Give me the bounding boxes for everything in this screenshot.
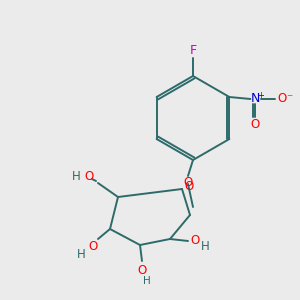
Text: O: O — [88, 241, 98, 254]
Text: O: O — [183, 176, 193, 188]
Text: +: + — [257, 91, 264, 100]
Text: H: H — [143, 276, 151, 286]
Text: O: O — [278, 92, 287, 106]
Text: ⁻: ⁻ — [286, 92, 292, 106]
Text: O: O — [84, 170, 94, 184]
Text: F: F — [189, 44, 197, 56]
Text: H: H — [72, 170, 81, 184]
Text: O: O — [251, 118, 260, 131]
Text: O: O — [184, 181, 194, 194]
Text: O: O — [190, 233, 200, 247]
Text: O: O — [137, 265, 147, 278]
Text: N: N — [251, 92, 260, 106]
Text: H: H — [201, 239, 209, 253]
Text: H: H — [76, 248, 85, 262]
